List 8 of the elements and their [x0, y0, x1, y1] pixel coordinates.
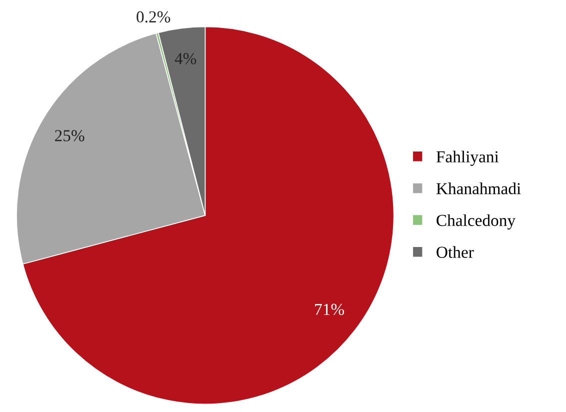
legend-label: Other — [436, 246, 474, 258]
data-label: 71% — [315, 304, 344, 316]
data-label: 25% — [55, 130, 84, 142]
legend-label: Chalcedony — [436, 214, 516, 230]
data-label: 0.2% — [136, 11, 170, 23]
legend-label: Fahliyani — [436, 150, 499, 166]
data-label: 4% — [174, 52, 196, 64]
legend-label: Khanahmadi — [436, 182, 521, 194]
